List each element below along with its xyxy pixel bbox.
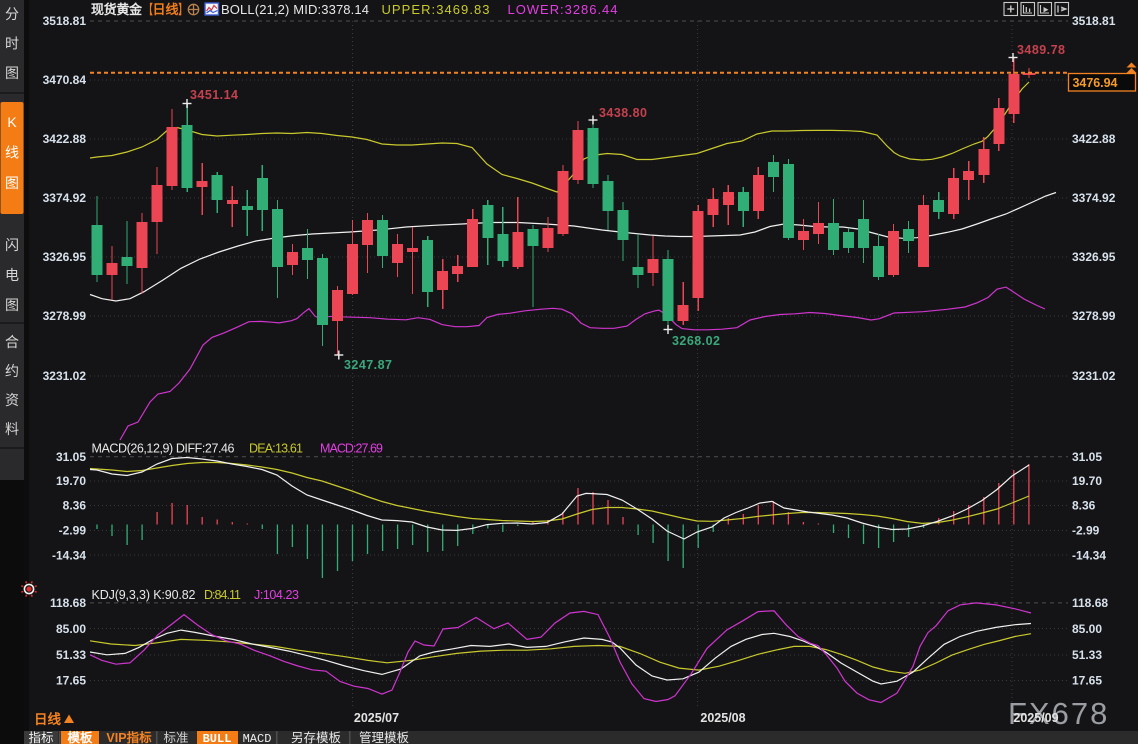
svg-text:3476.94: 3476.94 bbox=[1073, 76, 1118, 90]
svg-text:D:84.11: D:84.11 bbox=[204, 588, 241, 602]
svg-text:资: 资 bbox=[5, 392, 19, 408]
svg-text:】: 】 bbox=[179, 2, 187, 18]
svg-text:118.68: 118.68 bbox=[1072, 596, 1108, 610]
svg-text:3268.02: 3268.02 bbox=[672, 334, 720, 348]
svg-text:8.36: 8.36 bbox=[1072, 499, 1096, 513]
svg-text:K: K bbox=[7, 114, 17, 130]
svg-text:3470.84: 3470.84 bbox=[43, 73, 87, 87]
svg-text:3518.81: 3518.81 bbox=[1072, 14, 1116, 28]
svg-text:图: 图 bbox=[5, 175, 19, 191]
svg-text:VIP指标: VIP指标 bbox=[106, 730, 152, 744]
svg-text:17.65: 17.65 bbox=[56, 674, 86, 688]
svg-text:现货黄金: 现货黄金 bbox=[91, 2, 143, 17]
svg-text:2025/09: 2025/09 bbox=[1013, 711, 1058, 725]
svg-text:-2.99: -2.99 bbox=[1072, 524, 1100, 538]
svg-text:分: 分 bbox=[5, 6, 19, 22]
svg-text:3231.02: 3231.02 bbox=[1072, 369, 1116, 383]
svg-text:3422.88: 3422.88 bbox=[1072, 132, 1116, 146]
svg-text:19.70: 19.70 bbox=[1072, 474, 1102, 488]
svg-text:KDJ(9,3,3) K:90.82: KDJ(9,3,3) K:90.82 bbox=[92, 588, 196, 602]
svg-text:3374.92: 3374.92 bbox=[1072, 191, 1116, 205]
svg-text:图: 图 bbox=[5, 297, 19, 313]
svg-text:日线: 日线 bbox=[34, 711, 61, 727]
svg-text:BOLL(21,2) MID:3378.14: BOLL(21,2) MID:3378.14 bbox=[221, 2, 369, 17]
svg-text:料: 料 bbox=[5, 421, 19, 437]
svg-text:约: 约 bbox=[5, 363, 19, 379]
svg-text:标准: 标准 bbox=[163, 731, 188, 744]
svg-text:-14.34: -14.34 bbox=[52, 548, 86, 562]
svg-text:图: 图 bbox=[5, 65, 19, 81]
svg-text:8.36: 8.36 bbox=[63, 499, 87, 513]
svg-text:51.33: 51.33 bbox=[1072, 648, 1102, 662]
svg-text:3278.99: 3278.99 bbox=[1072, 309, 1116, 323]
svg-text:3278.99: 3278.99 bbox=[43, 309, 87, 323]
svg-text:-2.99: -2.99 bbox=[59, 524, 87, 538]
svg-text:另存模板: 另存模板 bbox=[291, 731, 342, 744]
svg-text:管理模板: 管理模板 bbox=[359, 730, 410, 744]
svg-text:2025/08: 2025/08 bbox=[700, 711, 745, 725]
svg-text:BULL: BULL bbox=[203, 732, 232, 744]
svg-text:85.00: 85.00 bbox=[56, 622, 86, 636]
svg-text:指标: 指标 bbox=[28, 730, 53, 744]
svg-text:3438.80: 3438.80 bbox=[599, 106, 647, 120]
svg-text:3451.14: 3451.14 bbox=[190, 88, 238, 102]
svg-text:MACD:27.69: MACD:27.69 bbox=[320, 442, 383, 456]
svg-text:MACD: MACD bbox=[243, 732, 272, 744]
svg-text:模板: 模板 bbox=[67, 730, 93, 744]
svg-text:电: 电 bbox=[5, 267, 19, 283]
svg-text:UPPER:3469.83: UPPER:3469.83 bbox=[382, 2, 490, 17]
svg-text:3422.88: 3422.88 bbox=[43, 132, 87, 146]
svg-text:3231.02: 3231.02 bbox=[43, 369, 87, 383]
svg-text:3489.78: 3489.78 bbox=[1017, 43, 1065, 57]
svg-text:MACD(26,12,9) DIFF:27.46: MACD(26,12,9) DIFF:27.46 bbox=[92, 442, 235, 456]
svg-text:3326.95: 3326.95 bbox=[43, 250, 87, 264]
svg-text:3374.92: 3374.92 bbox=[43, 191, 87, 205]
svg-text:118.68: 118.68 bbox=[50, 596, 86, 610]
svg-text:31.05: 31.05 bbox=[56, 450, 86, 464]
svg-text:日线: 日线 bbox=[153, 2, 179, 17]
svg-text:2025/07: 2025/07 bbox=[354, 711, 399, 725]
svg-text:【: 【 bbox=[145, 2, 153, 18]
svg-text:合: 合 bbox=[5, 334, 19, 350]
svg-text:51.33: 51.33 bbox=[56, 648, 86, 662]
svg-text:LOWER:3286.44: LOWER:3286.44 bbox=[508, 2, 618, 17]
svg-text:3518.81: 3518.81 bbox=[43, 14, 87, 28]
svg-text:J:104.23: J:104.23 bbox=[254, 588, 299, 602]
svg-text:17.65: 17.65 bbox=[1072, 674, 1102, 688]
svg-text:-14.34: -14.34 bbox=[1072, 548, 1106, 562]
svg-text:19.70: 19.70 bbox=[56, 474, 86, 488]
svg-text:FX678: FX678 bbox=[1008, 696, 1109, 731]
svg-text:DEA:13.61: DEA:13.61 bbox=[249, 442, 303, 456]
svg-text:闪: 闪 bbox=[5, 237, 19, 253]
svg-text:3247.87: 3247.87 bbox=[344, 358, 392, 372]
svg-text:31.05: 31.05 bbox=[1072, 450, 1102, 464]
svg-text:线: 线 bbox=[5, 145, 19, 161]
svg-text:85.00: 85.00 bbox=[1072, 622, 1102, 636]
svg-text:3326.95: 3326.95 bbox=[1072, 250, 1116, 264]
svg-text:时: 时 bbox=[5, 36, 19, 52]
